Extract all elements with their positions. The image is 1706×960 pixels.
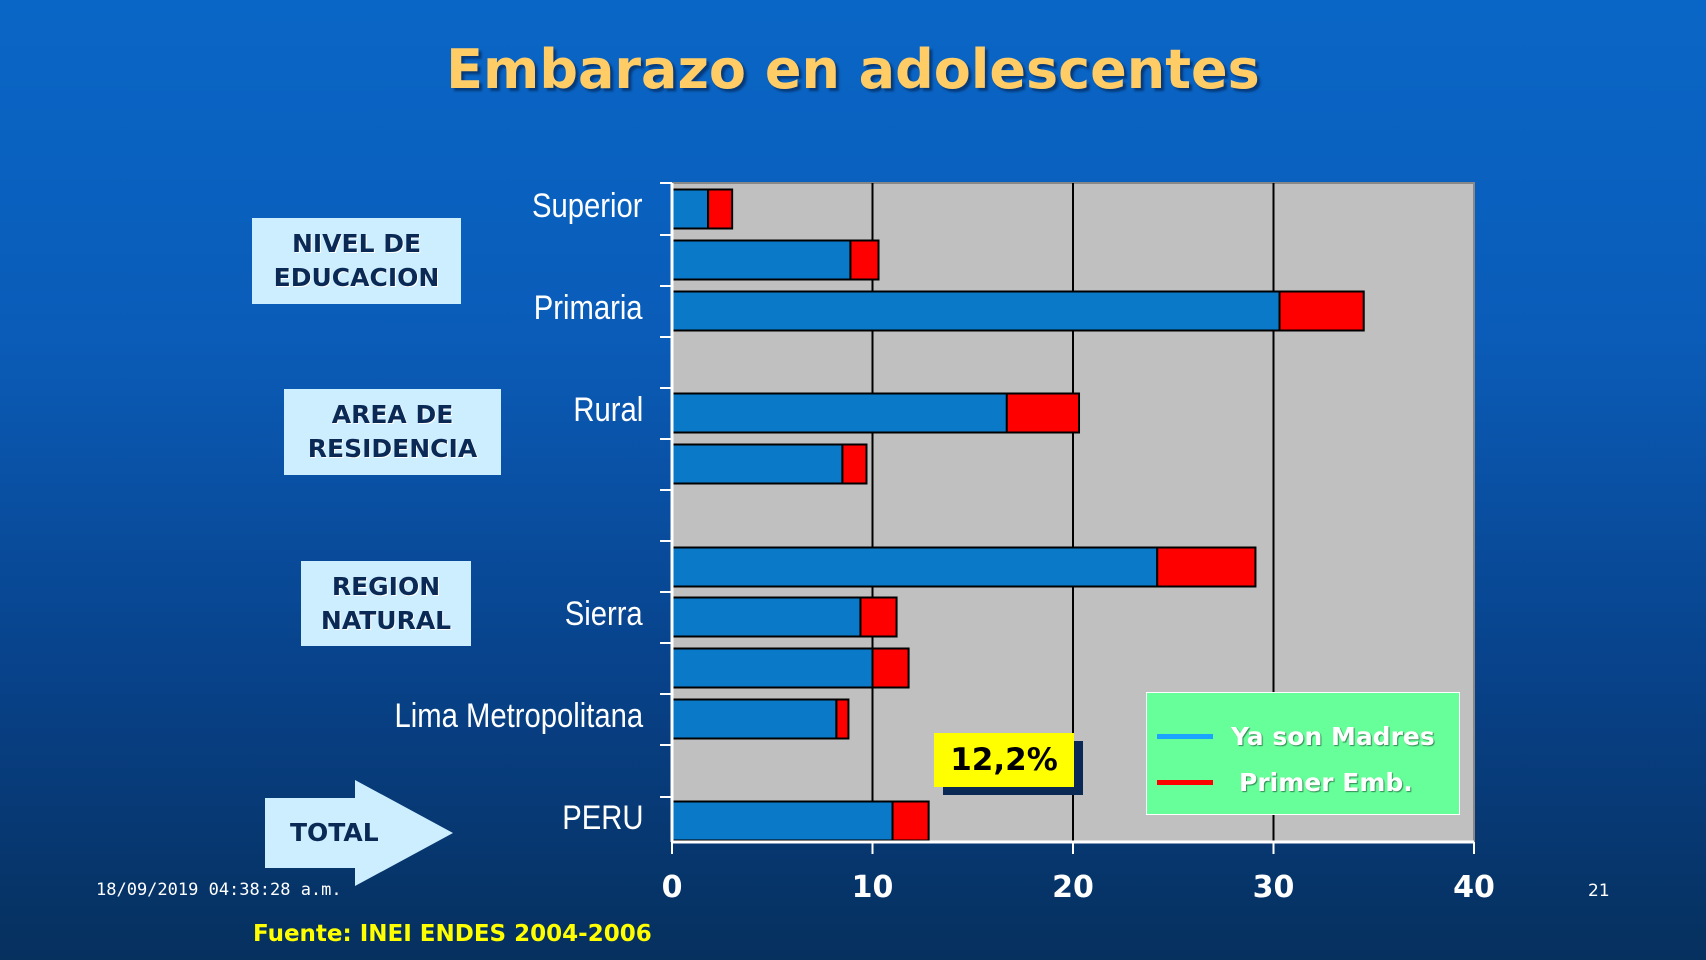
bar-madres xyxy=(671,392,1008,434)
total-percentage-callout: 12,2% xyxy=(934,733,1074,787)
group-label-education-line1: NIVEL DE xyxy=(291,229,422,258)
chart-legend: Ya son Madres Primer Emb. xyxy=(1146,692,1460,815)
legend-item-madres: Ya son Madres xyxy=(1157,722,1435,751)
category-label: Sierra xyxy=(564,595,643,633)
bar-madres xyxy=(671,239,852,281)
bar-madres xyxy=(671,443,844,485)
category-label: Rural xyxy=(573,391,643,429)
bar-primer-emb xyxy=(1156,546,1257,588)
group-label-region-line1: REGION xyxy=(331,571,441,601)
slide-datetime: 18/09/2019 04:38:28 a.m. xyxy=(96,880,342,900)
x-tick-label: 20 xyxy=(1052,870,1094,905)
category-label: Superior xyxy=(532,187,643,225)
bar-primer-emb xyxy=(871,647,910,689)
group-label-education-line2: EDUCACION xyxy=(273,263,440,292)
x-tick-label: 10 xyxy=(851,870,894,905)
bar-primer-emb xyxy=(841,443,868,485)
bar-primer-emb xyxy=(1278,290,1365,332)
x-tick-label: 30 xyxy=(1252,870,1295,905)
slide-title: Embarazo en adolescentes xyxy=(446,38,1260,101)
bar-primer-emb xyxy=(1005,392,1081,434)
slide-number: 21 xyxy=(1588,881,1610,901)
bar-madres xyxy=(671,290,1281,332)
bar-primer-emb xyxy=(835,698,850,740)
category-label: Lima Metropolitana xyxy=(394,697,643,735)
legend-label-primer-emb: Primer Emb. xyxy=(1239,768,1413,797)
bar-primer-emb xyxy=(891,800,930,842)
bar-primer-emb xyxy=(849,239,880,281)
legend-label-madres: Ya son Madres xyxy=(1231,722,1435,751)
bar-madres xyxy=(671,647,874,689)
group-label-education: NIVEL DE EDUCACION xyxy=(252,218,461,304)
group-label-total: TOTAL xyxy=(290,818,379,847)
bar-madres xyxy=(671,546,1159,588)
bar-primer-emb xyxy=(859,596,898,638)
bar-madres xyxy=(671,698,838,740)
group-label-region: REGION NATURAL xyxy=(301,561,471,646)
bar-madres xyxy=(671,800,894,842)
group-label-residence-line1: AREA DE xyxy=(331,400,454,429)
total-arrow-shape xyxy=(265,780,453,886)
x-tick-label: 0 xyxy=(661,870,683,905)
legend-swatch-primer-emb xyxy=(1157,780,1213,785)
bar-primer-emb xyxy=(707,188,734,230)
x-tick-label: 40 xyxy=(1453,870,1495,905)
legend-swatch-madres xyxy=(1157,734,1213,739)
legend-item-primer-emb: Primer Emb. xyxy=(1157,768,1413,797)
bar-madres xyxy=(671,596,862,638)
category-label: Primaria xyxy=(534,289,643,327)
category-label: PERU xyxy=(561,799,643,837)
group-label-residence: AREA DE RESIDENCIA xyxy=(284,389,501,475)
group-label-region-line2: NATURAL xyxy=(320,605,452,635)
group-label-residence-line2: RESIDENCIA xyxy=(307,434,478,463)
source-note: Fuente: INEI ENDES 2004-2006 xyxy=(253,921,652,947)
bar-madres xyxy=(671,188,710,230)
